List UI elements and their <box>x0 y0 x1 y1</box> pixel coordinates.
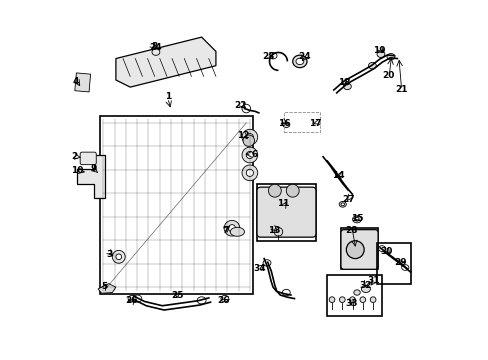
Bar <box>100 116 253 294</box>
Text: 10: 10 <box>71 166 83 175</box>
Ellipse shape <box>353 290 360 295</box>
FancyBboxPatch shape <box>340 230 377 269</box>
Bar <box>376 243 410 284</box>
Text: 34: 34 <box>253 264 265 273</box>
Circle shape <box>285 184 299 197</box>
FancyBboxPatch shape <box>80 152 96 165</box>
Circle shape <box>116 254 122 260</box>
Ellipse shape <box>292 55 306 68</box>
Circle shape <box>242 147 257 163</box>
Text: 5: 5 <box>101 282 107 291</box>
Polygon shape <box>98 284 116 293</box>
Circle shape <box>246 169 253 176</box>
Text: 25: 25 <box>171 291 183 300</box>
Text: 26: 26 <box>125 296 138 305</box>
Text: 21: 21 <box>395 85 407 94</box>
Circle shape <box>224 220 240 236</box>
Circle shape <box>339 297 345 302</box>
Ellipse shape <box>282 122 289 127</box>
Circle shape <box>369 297 375 302</box>
Ellipse shape <box>354 217 358 221</box>
Text: 13: 13 <box>267 225 280 234</box>
Text: 8: 8 <box>151 41 157 50</box>
Text: 33: 33 <box>345 299 357 308</box>
Text: 16: 16 <box>278 119 290 128</box>
Ellipse shape <box>339 202 346 207</box>
Circle shape <box>242 129 257 145</box>
Bar <box>340 228 378 269</box>
Text: 1: 1 <box>164 91 170 100</box>
Bar <box>75 73 90 92</box>
Text: 9: 9 <box>90 164 97 173</box>
Circle shape <box>112 250 125 263</box>
Bar <box>283 112 319 132</box>
FancyBboxPatch shape <box>257 187 315 237</box>
Text: 20: 20 <box>381 71 393 80</box>
Ellipse shape <box>295 58 303 64</box>
Circle shape <box>328 297 334 302</box>
Circle shape <box>349 297 355 302</box>
Circle shape <box>274 228 282 236</box>
Circle shape <box>346 241 364 258</box>
Text: 31: 31 <box>367 276 379 285</box>
Text: 12: 12 <box>237 131 249 140</box>
Bar <box>326 275 381 316</box>
Text: 27: 27 <box>342 195 354 204</box>
Polygon shape <box>77 155 105 198</box>
Text: 24: 24 <box>298 52 310 61</box>
Ellipse shape <box>367 63 376 69</box>
Ellipse shape <box>352 216 361 223</box>
Ellipse shape <box>386 54 394 60</box>
Text: 11: 11 <box>276 199 289 208</box>
Text: 26: 26 <box>217 296 229 305</box>
Polygon shape <box>116 37 216 87</box>
Text: 28: 28 <box>345 226 357 235</box>
Text: 30: 30 <box>380 247 392 256</box>
Text: 32: 32 <box>358 281 371 290</box>
Ellipse shape <box>340 203 344 206</box>
Ellipse shape <box>230 227 244 236</box>
Text: 24: 24 <box>148 43 161 52</box>
Ellipse shape <box>361 285 370 293</box>
Text: 19: 19 <box>372 46 385 55</box>
Circle shape <box>268 184 281 197</box>
Text: 3: 3 <box>106 250 112 259</box>
Text: 29: 29 <box>394 258 407 267</box>
Ellipse shape <box>343 83 350 90</box>
Text: 2: 2 <box>72 152 78 161</box>
Circle shape <box>242 165 257 181</box>
Text: 4: 4 <box>73 77 79 86</box>
Text: 17: 17 <box>308 119 321 128</box>
Circle shape <box>243 135 254 147</box>
Circle shape <box>246 152 253 158</box>
Text: 14: 14 <box>331 171 344 180</box>
Text: 18: 18 <box>337 78 349 87</box>
Text: 22: 22 <box>234 101 246 110</box>
Text: 15: 15 <box>350 214 363 223</box>
Text: 6: 6 <box>251 150 257 159</box>
Text: 7: 7 <box>222 225 229 234</box>
Circle shape <box>246 134 253 141</box>
Circle shape <box>359 297 365 302</box>
Bar <box>257 184 315 241</box>
Circle shape <box>228 225 235 232</box>
Text: 23: 23 <box>262 52 274 61</box>
Ellipse shape <box>376 51 384 58</box>
